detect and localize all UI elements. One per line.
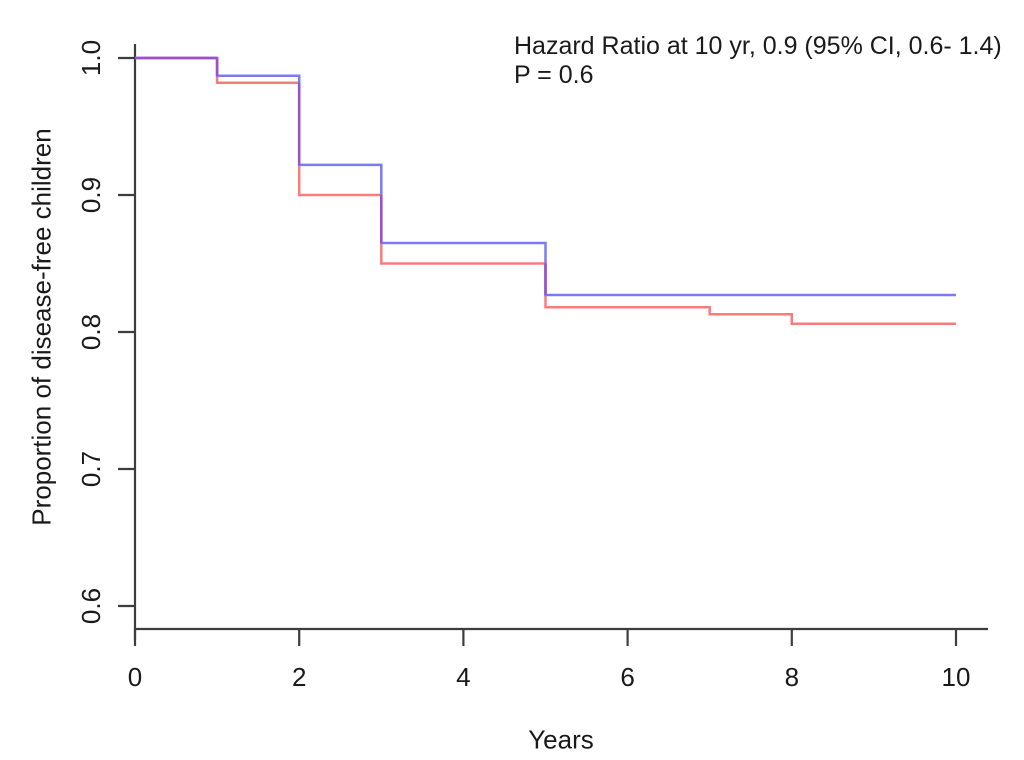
y-tick-label: 0.6	[76, 588, 106, 624]
y-tick-label: 0.7	[76, 451, 106, 487]
x-tick-label: 2	[292, 662, 306, 692]
y-tick-label: 0.9	[76, 177, 106, 213]
annotation-line-1: Hazard Ratio at 10 yr, 0.9 (95% CI, 0.6-…	[514, 32, 1002, 60]
x-axis-title: Years	[528, 724, 594, 755]
x-tick-label: 0	[128, 662, 142, 692]
x-tick-label: 10	[942, 662, 971, 692]
y-tick-label: 0.8	[76, 314, 106, 350]
y-axis-title: Proportion of disease-free children	[26, 128, 57, 526]
hazard-ratio-annotation: Hazard Ratio at 10 yr, 0.9 (95% CI, 0.6-…	[514, 32, 1002, 90]
annotation-line-2: P = 0.6	[514, 61, 594, 89]
x-tick-label: 8	[785, 662, 799, 692]
series-blue-curve	[135, 56, 956, 297]
x-tick-label: 4	[456, 662, 470, 692]
y-tick-label: 1.0	[76, 40, 106, 76]
series-red-curve	[135, 56, 956, 326]
x-tick-label: 6	[620, 662, 634, 692]
